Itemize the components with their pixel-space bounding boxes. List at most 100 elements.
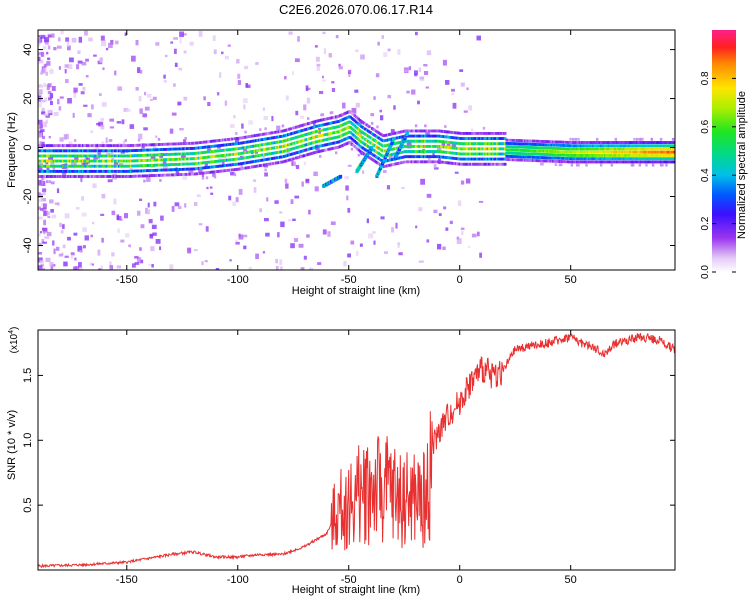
ridge-cell [597,144,600,148]
ridge-cell [585,157,588,161]
ridge-cell [445,156,448,159]
ridge-cell [220,138,223,142]
ridge-cell [80,149,84,153]
ridge-cell [132,149,135,152]
ridge-cell [220,164,223,168]
ridge-cell [40,144,44,148]
ridge-cell [638,157,641,161]
noise-speckle [152,96,157,100]
ridge-cell [109,139,113,142]
ridge-cell [625,144,628,148]
noise-speckle [243,147,248,152]
ridge-cell [380,138,383,142]
noise-speckle [115,40,119,45]
ridge-cell [257,133,261,137]
ridge-cell [244,130,247,134]
noise-speckle [124,32,127,36]
ridge-cell [61,175,65,178]
ridge-cell [236,142,239,145]
ridge-cell [637,144,640,148]
noise-speckle [169,128,174,134]
ridge-cell [477,132,480,135]
ridge-cell [296,125,299,129]
noise-speckle [432,151,435,156]
ridge-cell [96,154,99,158]
ridge-cell [45,144,49,148]
ridge-cell [430,129,434,133]
ridge-cell [538,152,542,156]
ridge-cell [318,144,322,148]
ridge-cell [473,142,476,146]
snr-y-label: SNR (10 * v/v) [6,410,18,480]
noise-speckle [49,93,54,99]
ridge-cell [562,150,566,154]
noise-speckle [108,42,113,49]
ridge-cell [556,159,559,163]
ridge-cell [416,155,419,159]
noise-speckle [39,260,44,267]
ridge-cell [369,157,372,160]
ridge-cell [313,130,317,134]
ridge-cell [342,117,346,121]
ridge-cell [354,141,358,144]
ridge-cell [225,148,229,152]
noise-speckle [107,179,113,183]
ridge-cell [105,154,109,158]
ridge-cell [421,134,424,138]
ridge-cell [212,170,215,174]
ridge-cell [578,150,582,154]
ridge-cell [123,169,126,173]
ridge-cell [299,150,302,154]
ridge-cell [136,164,139,168]
ridge-cell [466,152,470,156]
ridge-cell [619,154,623,157]
ridge-cell [438,145,442,148]
ridge-cell [424,129,427,133]
noise-speckle [213,49,217,55]
ridge-cell [322,118,326,121]
noise-speckle [179,127,184,131]
ridge-cell [416,139,419,143]
ridge-cell [56,149,60,153]
ridge-cell [235,152,238,156]
ridge-cell [521,152,524,156]
ridge-cell [345,116,349,120]
ridge-cell [386,159,390,162]
ridge-cell [173,147,177,151]
ridge-cell [388,133,391,136]
ridge-cell [450,136,454,139]
ridge-cell [377,162,380,166]
ridge-cell [426,155,430,159]
ridge-cell [57,159,61,163]
ridge-cell [445,130,448,134]
ridge-cell [364,132,367,136]
noise-speckle [452,102,457,109]
ridge-cell [191,147,194,150]
ridge-cell [329,137,333,140]
ridge-cell [148,143,151,147]
ridge-cell [378,163,382,167]
ridge-cell [297,155,301,159]
ridge-cell [553,143,556,147]
ridge-cell [338,145,342,148]
ridge-cell [512,155,515,158]
ridge-cell [494,147,498,151]
ridge-cell [52,154,56,158]
ridge-cell [231,142,234,146]
ridge-cell [484,132,487,135]
ridge-cell [580,157,583,161]
ridge-cell [313,151,317,154]
ridge-cell [626,141,630,144]
ridge-cell [444,125,447,128]
ridge-cell [57,154,61,158]
ridge-cell [530,152,534,156]
noise-speckle [460,227,465,230]
ridge-cell [569,147,572,151]
ridge-cell [530,146,534,149]
ridge-cell [529,139,532,143]
ridge-cell [204,161,207,164]
ridge-cell [496,152,499,156]
ridge-cell [417,134,420,138]
ridge-cell [195,141,198,145]
